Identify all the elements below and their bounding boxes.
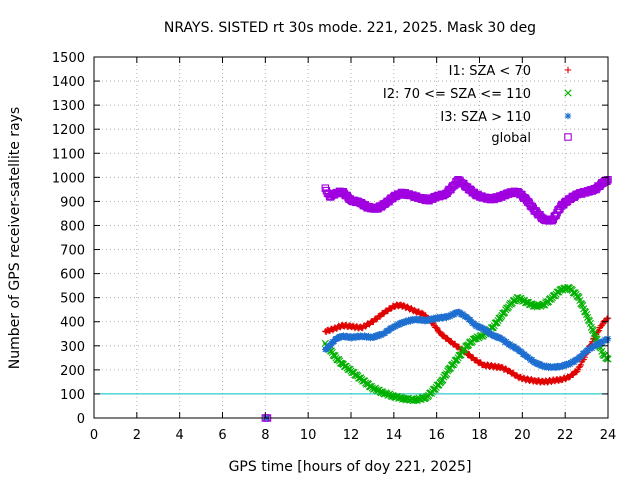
data-point	[585, 317, 594, 325]
data-point	[432, 324, 440, 331]
data-point	[587, 323, 595, 331]
data-point	[507, 340, 514, 348]
data-point	[589, 345, 596, 352]
data-point	[493, 319, 501, 327]
y-tick-label: 300	[60, 340, 85, 355]
legend: I1: SZA < 70 I2: 70 <= SZA <= 110 I3: SZA …	[383, 64, 572, 146]
y-tick-label: 900	[60, 195, 85, 210]
data-point	[591, 332, 599, 340]
legend-label: I3: SZA > 110	[440, 110, 531, 125]
legend-marker	[564, 89, 572, 97]
y-tick-label: 800	[60, 219, 85, 234]
legend-marker	[564, 112, 572, 120]
series-3	[262, 308, 612, 422]
y-tick-label: 500	[60, 292, 85, 307]
x-tick-label: 20	[514, 428, 531, 443]
legend-marker	[564, 133, 572, 141]
data-point	[573, 292, 581, 301]
chart-title: NRAYS. SISTED rt 30s mode. 221, 2025. Ma…	[164, 20, 536, 36]
data-point	[330, 338, 338, 345]
y-tick-label: 1000	[52, 171, 85, 186]
y-tick-label: 1400	[52, 75, 85, 90]
data-point	[582, 308, 590, 316]
data-point	[489, 323, 497, 332]
x-tick-label: 22	[557, 428, 574, 443]
series-4	[261, 175, 612, 422]
y-tick-label: 700	[60, 244, 85, 259]
y-tick-label: 1100	[52, 147, 85, 162]
y-tick-label: 400	[60, 316, 85, 331]
legend-marker	[564, 66, 572, 74]
data-point	[571, 358, 578, 366]
legend-label: I1: SZA < 70	[449, 64, 531, 79]
data-point	[381, 330, 389, 337]
data-point	[522, 298, 530, 306]
series-2	[261, 283, 612, 422]
data-point	[603, 315, 611, 323]
x-tick-label: 8	[261, 428, 269, 443]
data-point	[577, 361, 585, 369]
x-tick-label: 18	[471, 428, 488, 443]
data-point	[485, 328, 492, 335]
y-axis-label: Number of GPS receiver-satellite rays	[7, 107, 23, 369]
data-point	[471, 320, 478, 327]
y-tick-label: 1200	[52, 123, 85, 138]
y-tick-label: 1300	[52, 99, 85, 114]
axis-ticks: 0 2 4 6 8 10 12 14 16 18 20 22 240100200300400500600…	[52, 51, 616, 443]
y-tick-label: 200	[60, 364, 85, 379]
x-tick-label: 24	[600, 428, 617, 443]
y-tick-label: 100	[60, 388, 85, 403]
y-tick-label: 1500	[52, 51, 85, 66]
data-point	[603, 177, 611, 186]
legend-label: I2: 70 <= SZA <= 110	[383, 87, 531, 102]
x-tick-label: 2	[133, 428, 141, 443]
y-tick-label: 0	[77, 412, 85, 427]
data-point	[453, 356, 461, 364]
x-tick-label: 12	[343, 428, 360, 443]
data-point	[578, 352, 586, 360]
data-point	[467, 316, 474, 323]
x-axis-label: GPS time [hours of doy 221, 2025]	[229, 459, 472, 475]
x-tick-label: 14	[386, 428, 403, 443]
data-point	[529, 356, 536, 363]
data-point	[327, 342, 334, 349]
data-marks	[261, 175, 612, 422]
data-point	[377, 313, 384, 320]
x-tick-label: 6	[218, 428, 226, 443]
x-tick-label: 0	[90, 428, 98, 443]
data-point	[440, 332, 448, 339]
data-point	[511, 343, 518, 350]
y-tick-label: 600	[60, 268, 85, 283]
x-tick-label: 10	[300, 428, 317, 443]
x-tick-label: 4	[176, 428, 184, 443]
legend-label: global	[491, 131, 531, 146]
data-point	[449, 361, 457, 369]
x-tick-label: 16	[428, 428, 445, 443]
